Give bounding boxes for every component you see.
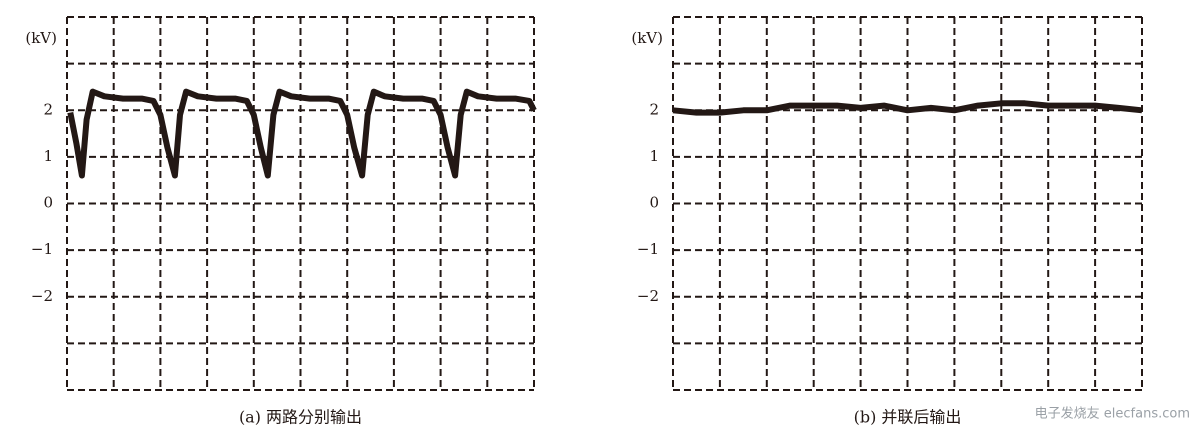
y-tick-label: 1 [649,147,659,165]
unit-label: (kV) [631,29,663,47]
y-tick-label: 1 [43,147,53,165]
y-tick-label: −2 [637,287,659,305]
y-tick-label: −2 [31,287,53,305]
y-tick-label: −1 [31,240,53,258]
y-tick-label: 2 [43,100,53,118]
waveform [67,88,537,179]
y-tick-label: 0 [649,194,659,212]
caption: (b) 并联后输出 [854,408,962,427]
y-tick-label: 2 [649,100,659,118]
waveform [672,100,1143,116]
y-tick-label: 0 [43,194,53,212]
unit-label: (kV) [25,29,57,47]
watermark: 电子发烧友 elecfans.com [1035,406,1190,422]
y-tick-label: −1 [637,240,659,258]
caption: (a) 两路分别输出 [239,408,362,427]
